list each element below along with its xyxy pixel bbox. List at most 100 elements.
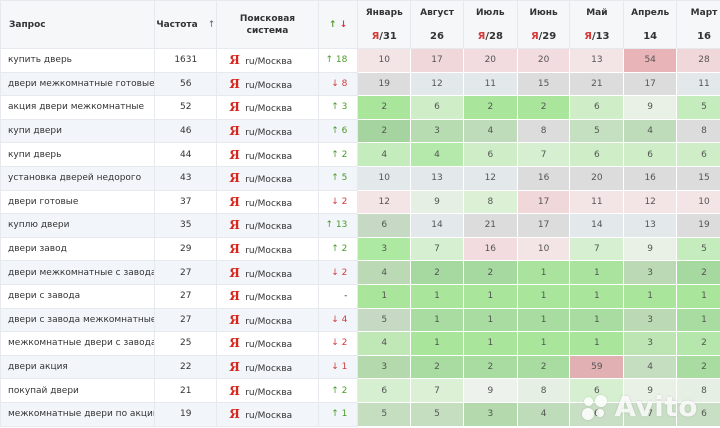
position-cell: 9 bbox=[462, 378, 518, 403]
trend-change-value: 8 bbox=[341, 78, 348, 89]
query-cell[interactable]: двери межкомнатные с завода bbox=[0, 260, 156, 285]
query-cell[interactable]: двери межкомнатные готовые bbox=[0, 71, 156, 97]
yandex-logo-icon: Я bbox=[229, 242, 240, 257]
query-cell[interactable]: двери завод bbox=[0, 236, 156, 262]
column-header-query[interactable]: Запрос bbox=[0, 0, 156, 49]
query-cell[interactable]: установка дверей недорого bbox=[0, 165, 156, 191]
arrow-down-icon: ↓ bbox=[339, 19, 348, 30]
column-header-frequency[interactable]: Частота ↑ bbox=[154, 0, 218, 49]
query-cell[interactable]: купи двери bbox=[0, 118, 156, 144]
position-cell: 4 bbox=[623, 118, 678, 144]
arrow-up-icon: ↑ bbox=[331, 149, 339, 160]
frequency-cell: 43 bbox=[154, 165, 218, 191]
query-cell[interactable]: двери с завода bbox=[0, 283, 156, 309]
month-summary-march: 16 bbox=[676, 24, 720, 49]
trend-change-value: 18 bbox=[335, 55, 348, 66]
position-cell: 2 bbox=[410, 260, 464, 285]
query-cell[interactable]: межкомнатные двери с завода bbox=[0, 331, 156, 356]
yandex-logo-icon: Я bbox=[229, 53, 240, 68]
query-cell[interactable]: двери готовые bbox=[0, 189, 156, 215]
month-summary-july: Я/28 bbox=[462, 24, 518, 49]
trend-cell: ↑ 2 bbox=[317, 378, 359, 403]
query-cell[interactable]: покупай двери bbox=[0, 378, 156, 403]
position-cell: 5 bbox=[676, 236, 720, 262]
region-label: ru/Москва bbox=[245, 293, 293, 304]
sort-ascending-icon[interactable]: ↑ bbox=[207, 19, 216, 30]
position-cell: 19 bbox=[357, 71, 412, 97]
position-cell: 10 bbox=[516, 236, 571, 262]
yandex-logo-icon: Я bbox=[229, 289, 240, 304]
query-cell[interactable]: двери акция bbox=[0, 354, 156, 380]
position-cell: 2 bbox=[516, 354, 571, 380]
query-cell[interactable]: купи дверь bbox=[0, 142, 156, 167]
position-cell: 13 bbox=[569, 48, 625, 73]
position-cell: 1 bbox=[516, 260, 571, 285]
position-cell: 16 bbox=[462, 236, 518, 262]
position-cell: 1 bbox=[569, 260, 625, 285]
yandex-logo-icon: Я bbox=[229, 147, 240, 162]
arrow-down-icon: ↓ bbox=[331, 196, 339, 207]
yandex-logo-icon: Я bbox=[229, 171, 240, 186]
month-summary-june: Я/29 bbox=[516, 24, 571, 49]
position-cell: 5 bbox=[357, 307, 412, 333]
column-header-search-engine: Поисковая система bbox=[216, 0, 319, 49]
position-cell: 1 bbox=[462, 331, 518, 356]
position-cell: 1 bbox=[569, 307, 625, 333]
frequency-cell: 44 bbox=[154, 142, 218, 167]
frequency-cell: 1631 bbox=[154, 48, 218, 73]
frequency-cell: 35 bbox=[154, 213, 218, 238]
yandex-icon: Я bbox=[371, 30, 380, 42]
arrow-up-icon: ↑ bbox=[331, 102, 339, 113]
position-cell: 17 bbox=[623, 71, 678, 97]
column-header-trend[interactable]: ↑ ↓ bbox=[317, 0, 359, 49]
position-cell: 7 bbox=[569, 236, 625, 262]
arrow-up-icon: ↑ bbox=[328, 19, 337, 30]
region-label: ru/Москва bbox=[245, 57, 293, 68]
query-cell[interactable]: межкомнатные двери по акции bbox=[0, 401, 156, 427]
month-summary-april: 14 bbox=[623, 24, 678, 49]
position-cell: 5 bbox=[569, 118, 625, 144]
query-cell[interactable]: куплю двери bbox=[0, 213, 156, 238]
query-cell[interactable]: двери с завода межкомнатные bbox=[0, 307, 156, 333]
trend-change-value: 2 bbox=[341, 149, 348, 160]
position-cell: 3 bbox=[462, 401, 518, 427]
position-cell: 6 bbox=[623, 142, 678, 167]
position-cell: 1 bbox=[623, 283, 678, 309]
frequency-cell: 21 bbox=[154, 378, 218, 403]
query-cell[interactable]: купить дверь bbox=[0, 48, 156, 73]
frequency-cell: 29 bbox=[154, 236, 218, 262]
position-cell: 7 bbox=[410, 378, 464, 403]
trend-cell: ↑ 3 bbox=[317, 95, 359, 120]
query-cell[interactable]: акция двери межкомнатные bbox=[0, 95, 156, 120]
position-cell: 9 bbox=[623, 378, 678, 403]
trend-change-value: 5 bbox=[341, 173, 348, 184]
position-cell: 7 bbox=[623, 401, 678, 427]
arrow-up-icon: ↑ bbox=[331, 126, 339, 137]
position-cell: 3 bbox=[410, 118, 464, 144]
position-cell: 6 bbox=[357, 378, 412, 403]
yandex-logo-icon: Я bbox=[229, 194, 240, 209]
trend-change-value: 6 bbox=[341, 126, 348, 137]
position-cell: 2 bbox=[462, 354, 518, 380]
position-cell: 1 bbox=[516, 331, 571, 356]
